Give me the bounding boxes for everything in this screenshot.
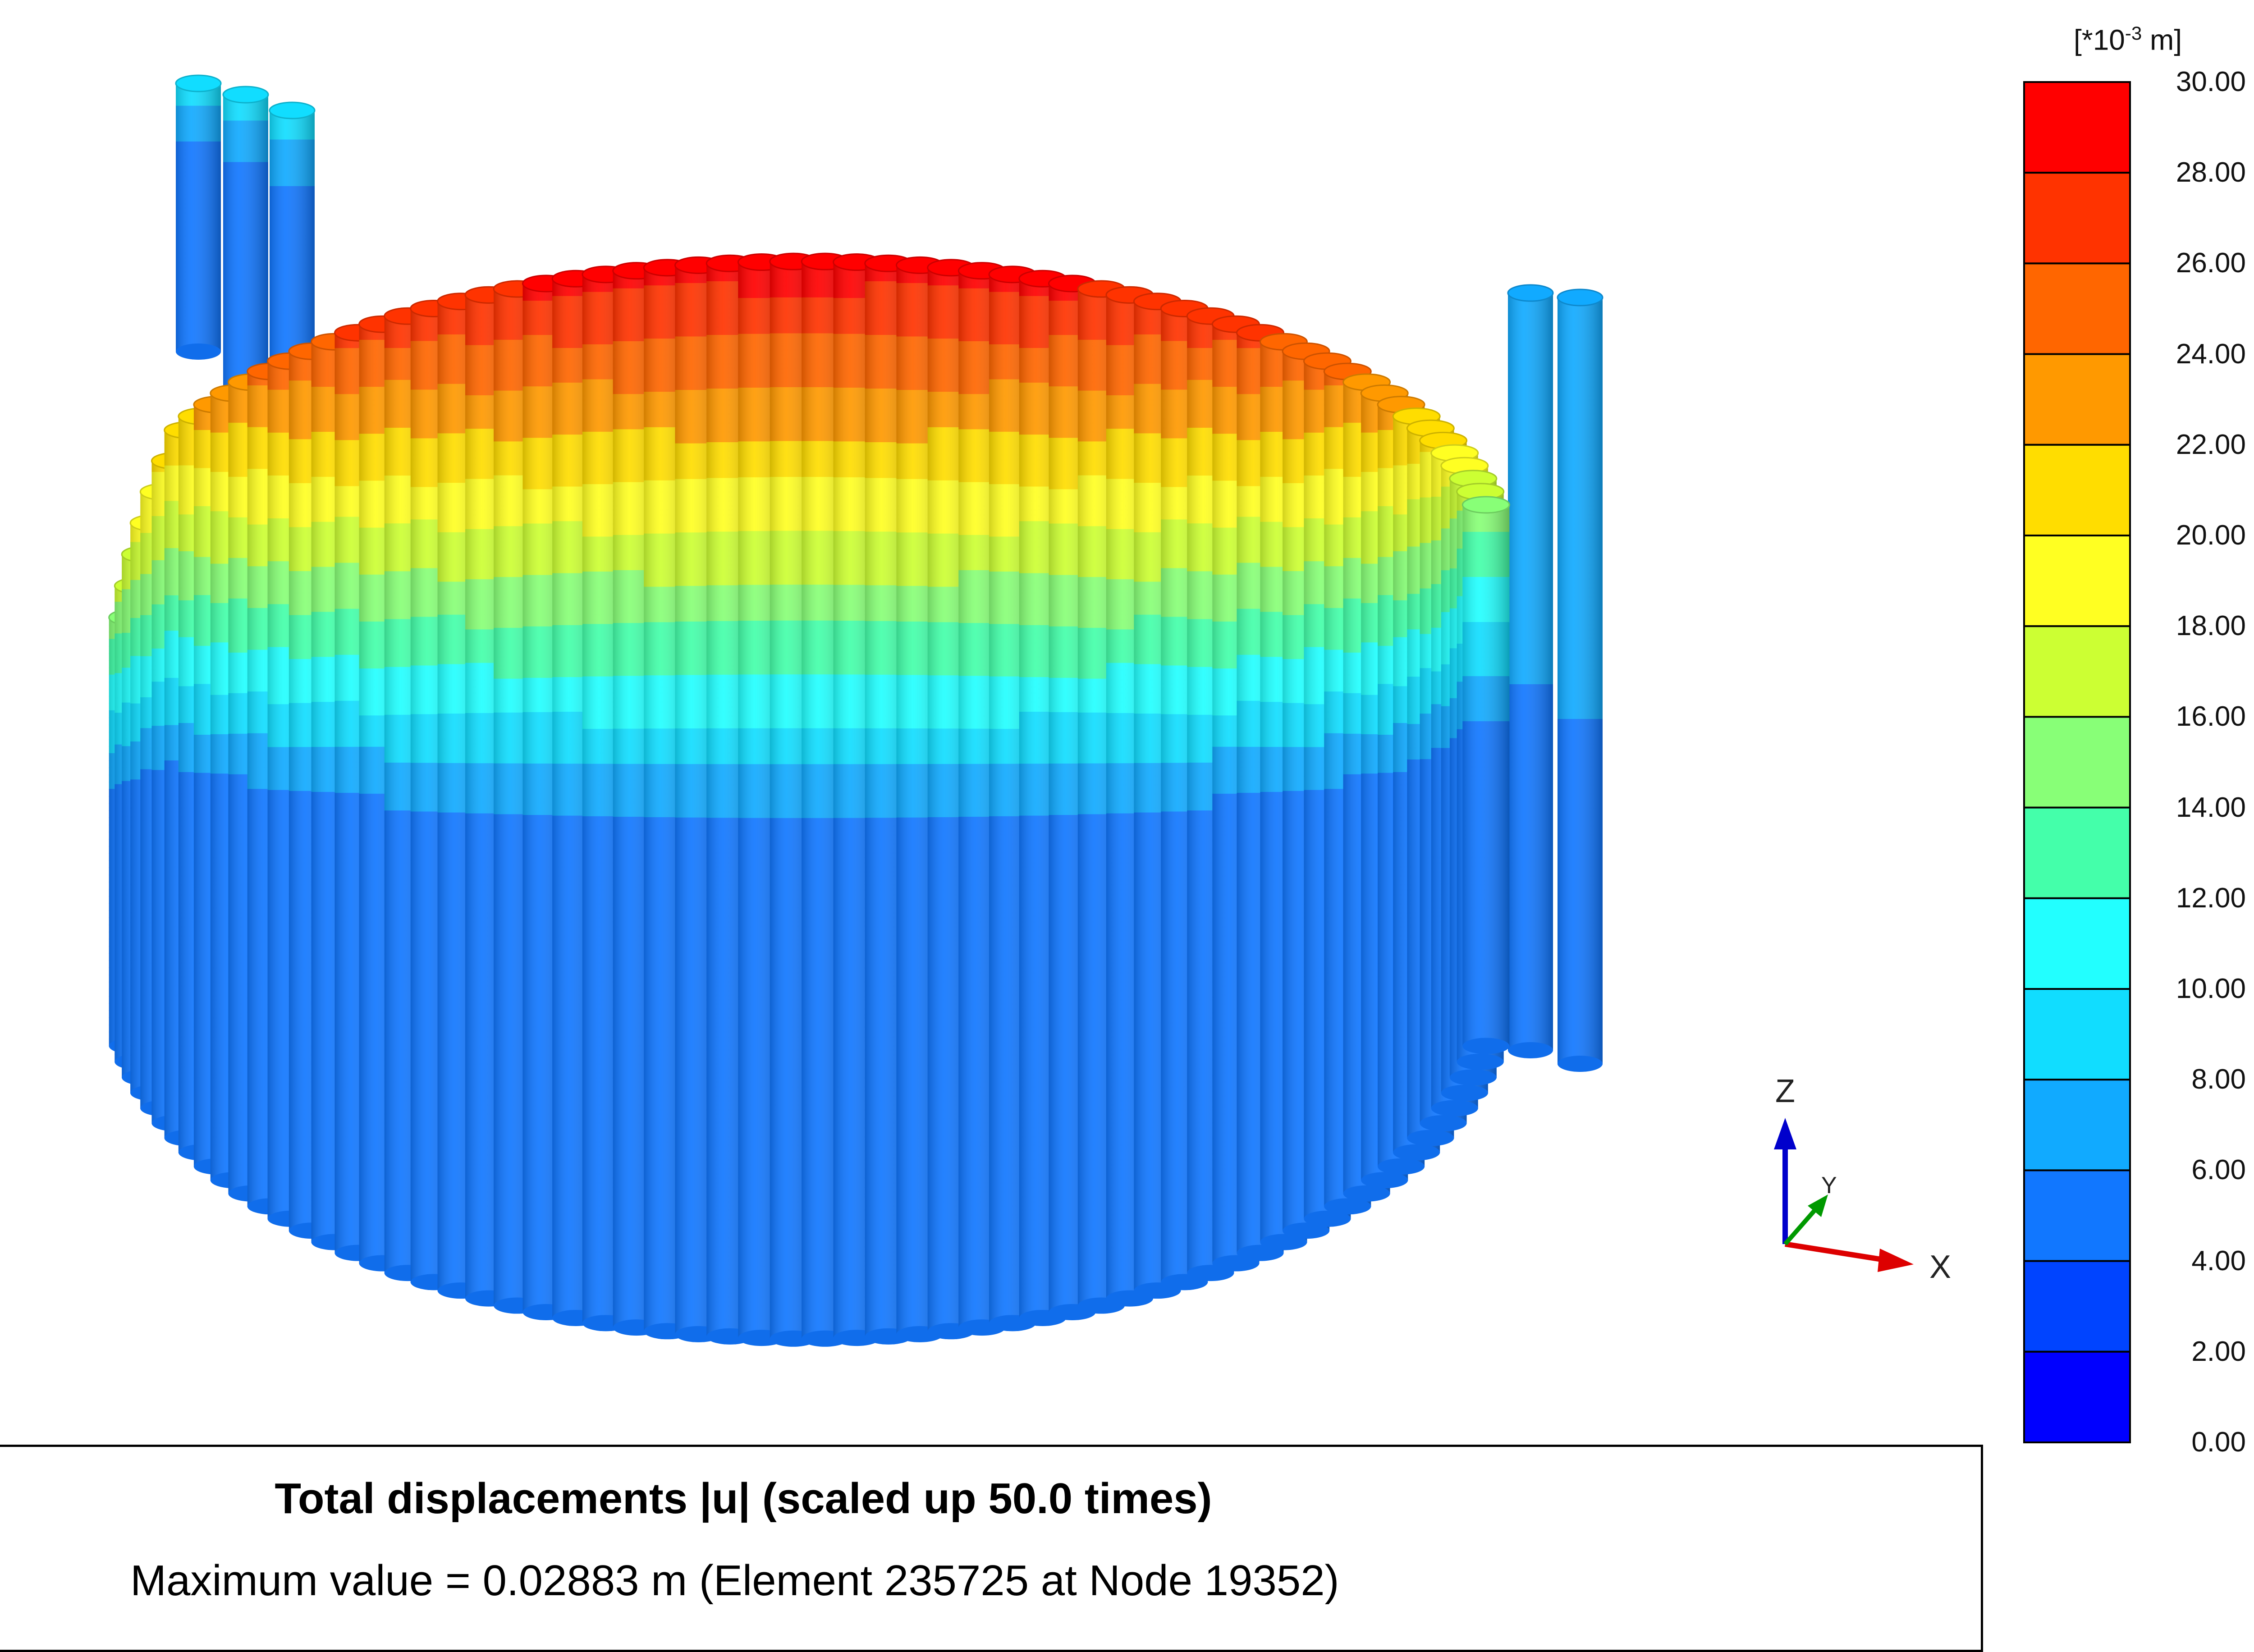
caption-box: Total displacements |u| (scaled up 50.0 … bbox=[0, 1445, 1983, 1652]
y-axis-line bbox=[1783, 1206, 1819, 1246]
x-axis-arrow-icon bbox=[1878, 1249, 1914, 1272]
axis-triad bbox=[1774, 1118, 1914, 1272]
legend-band bbox=[2023, 1169, 2131, 1262]
legend-band bbox=[2023, 716, 2131, 809]
pile bbox=[1461, 496, 1510, 1054]
x-axis-label: X bbox=[1929, 1249, 1952, 1285]
legend-band bbox=[2023, 1260, 2131, 1353]
legend-tick-label: 6.00 bbox=[2191, 1154, 2246, 1186]
legend-band bbox=[2023, 1079, 2131, 1172]
legend-band bbox=[2023, 625, 2131, 718]
y-axis-arrow-icon bbox=[1808, 1194, 1828, 1217]
legend-band bbox=[2023, 988, 2131, 1081]
pile bbox=[1557, 288, 1603, 1072]
legend-tick-label: 16.00 bbox=[2176, 701, 2246, 732]
pile bbox=[1507, 284, 1554, 1058]
legend-band bbox=[2023, 262, 2131, 355]
color-legend bbox=[2023, 81, 2131, 1444]
legend-tick-label: 18.00 bbox=[2176, 610, 2246, 642]
legend-tick-label: 22.00 bbox=[2176, 429, 2246, 460]
legend-tick-label: 0.00 bbox=[2191, 1427, 2246, 1458]
legend-tick-label: 24.00 bbox=[2176, 338, 2246, 370]
legend-band bbox=[2023, 1350, 2131, 1444]
legend-band bbox=[2023, 444, 2131, 536]
legend-band bbox=[2023, 897, 2131, 990]
legend-tick-label: 28.00 bbox=[2176, 157, 2246, 188]
z-axis-arrow-icon bbox=[1774, 1118, 1796, 1149]
legend-tick-label: 26.00 bbox=[2176, 247, 2246, 279]
z-axis-label: Z bbox=[1775, 1073, 1795, 1109]
legend-tick-label: 2.00 bbox=[2191, 1336, 2246, 1367]
y-axis-label: Y bbox=[1821, 1172, 1837, 1199]
legend-band bbox=[2023, 172, 2131, 265]
legend-tick-label: 20.00 bbox=[2176, 520, 2246, 551]
legend-band bbox=[2023, 81, 2131, 174]
legend-tick-label: 4.00 bbox=[2191, 1245, 2246, 1277]
pile bbox=[175, 74, 222, 360]
legend-tick-label: 30.00 bbox=[2176, 66, 2246, 97]
legend-band bbox=[2023, 806, 2131, 899]
caption-title: Total displacements |u| (scaled up 50.0 … bbox=[275, 1474, 1212, 1523]
legend-tick-label: 14.00 bbox=[2176, 792, 2246, 823]
legend-tick-label: 12.00 bbox=[2176, 882, 2246, 914]
pile-wall bbox=[108, 74, 1603, 1347]
legend-band bbox=[2023, 353, 2131, 446]
legend-band bbox=[2023, 535, 2131, 627]
legend-unit: [*10-3 m] bbox=[2074, 23, 2182, 56]
legend-tick-label: 10.00 bbox=[2176, 973, 2246, 1004]
x-axis-line bbox=[1785, 1241, 1885, 1263]
caption-max-value: Maximum value = 0.02883 m (Element 23572… bbox=[130, 1556, 1339, 1605]
legend-tick-label: 8.00 bbox=[2191, 1064, 2246, 1095]
